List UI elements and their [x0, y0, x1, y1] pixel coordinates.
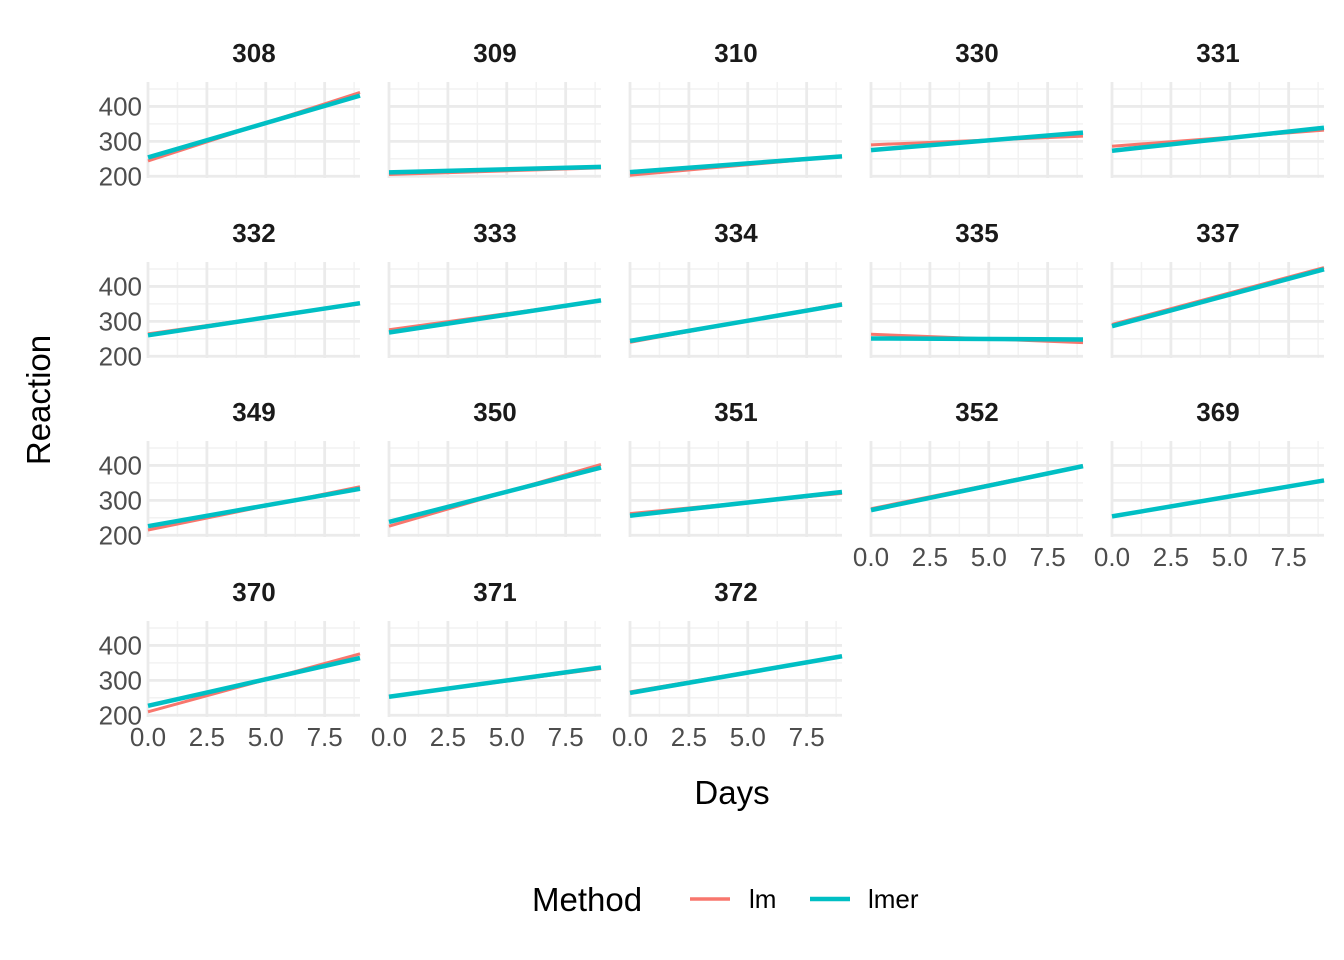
- x-tick-label: 0.0: [130, 722, 166, 752]
- y-tick-label: 400: [99, 630, 142, 660]
- x-tick-label: 0.0: [612, 722, 648, 752]
- facet-370: 370 200 300 400 0.0 2.5 5.0 7.5: [99, 577, 361, 752]
- facet-strip-label: 308: [232, 38, 275, 68]
- y-tick-label: 400: [99, 450, 142, 480]
- x-tick-label: 7.5: [1271, 542, 1307, 572]
- facet-strip-label: 371: [473, 577, 516, 607]
- y-tick-label: 200: [99, 161, 142, 191]
- x-axis-title: Days: [694, 774, 769, 811]
- series-line-lmer: [629, 302, 843, 344]
- y-tick-label: 300: [99, 126, 142, 156]
- legend: Method lm lmer: [532, 881, 919, 918]
- facet-333: 333: [387, 218, 602, 358]
- facet-strip-label: 309: [473, 38, 516, 68]
- series-line-lmer: [870, 336, 1084, 342]
- series-line-lmer: [629, 154, 843, 175]
- series-line-lmer: [1111, 478, 1325, 519]
- facet-349: 349 200 300 400: [99, 397, 361, 550]
- y-tick-label: 300: [99, 485, 142, 515]
- facet-strip-label: 351: [714, 397, 757, 427]
- facet-strip-label: 372: [714, 577, 757, 607]
- facet-352: 352 0.0 2.5 5.0 7.5: [853, 397, 1084, 572]
- facet-331: 331: [1110, 38, 1325, 178]
- facet-369: 369 0.0 2.5 5.0 7.5: [1094, 397, 1325, 572]
- y-tick-label: 200: [99, 700, 142, 730]
- facet-strip-label: 333: [473, 218, 516, 248]
- series-line-lmer: [147, 300, 361, 338]
- x-tick-label: 5.0: [489, 722, 525, 752]
- series-line-lmer: [147, 655, 361, 709]
- x-tick-label: 7.5: [1030, 542, 1066, 572]
- y-tick-label: 400: [99, 91, 142, 121]
- x-tick-label: 2.5: [189, 722, 225, 752]
- facet-310: 310: [628, 38, 843, 178]
- facet-350: 350: [387, 397, 602, 537]
- facet-351: 351: [628, 397, 843, 537]
- x-tick-label: 7.5: [548, 722, 584, 752]
- series-line-lmer: [870, 463, 1084, 513]
- series-line-lmer: [629, 654, 843, 696]
- series-line-lmer: [388, 465, 602, 525]
- facet-strip-label: 352: [955, 397, 998, 427]
- facet-panels: 308 200 300 400 309 310 330 331 332 200 300 400 333 3…: [99, 38, 1325, 752]
- series-line-lmer: [1111, 125, 1325, 154]
- series-line-lmer: [388, 665, 602, 699]
- legend-label-lmer: lmer: [868, 884, 919, 914]
- series-line-lmer: [1111, 267, 1325, 329]
- series-line-lmer: [870, 130, 1084, 153]
- facet-strip-label: 330: [955, 38, 998, 68]
- facet-strip-label: 332: [232, 218, 275, 248]
- legend-title: Method: [532, 881, 642, 918]
- facet-337: 337: [1110, 218, 1325, 358]
- series-line-lmer: [629, 489, 843, 518]
- facet-330: 330: [869, 38, 1084, 178]
- facet-strip-label: 310: [714, 38, 757, 68]
- x-tick-label: 5.0: [1212, 542, 1248, 572]
- facet-strip-label: 350: [473, 397, 516, 427]
- facet-strip-label: 334: [714, 218, 758, 248]
- facet-strip-label: 370: [232, 577, 275, 607]
- facet-308: 308 200 300 400: [99, 38, 361, 191]
- facet-371: 371 0.0 2.5 5.0 7.5: [371, 577, 602, 752]
- x-tick-label: 0.0: [371, 722, 407, 752]
- x-tick-label: 7.5: [789, 722, 825, 752]
- x-tick-label: 5.0: [971, 542, 1007, 572]
- series-line-lmer: [147, 93, 361, 160]
- y-tick-label: 300: [99, 665, 142, 695]
- facet-372: 372 0.0 2.5 5.0 7.5: [612, 577, 843, 752]
- x-tick-label: 2.5: [912, 542, 948, 572]
- x-tick-label: 2.5: [671, 722, 707, 752]
- y-tick-label: 300: [99, 306, 142, 336]
- x-tick-label: 0.0: [1094, 542, 1130, 572]
- y-tick-label: 200: [99, 341, 142, 371]
- series-line-lmer: [388, 164, 602, 175]
- facet-335: 335: [869, 218, 1084, 358]
- y-tick-label: 200: [99, 520, 142, 550]
- x-tick-label: 7.5: [307, 722, 343, 752]
- facet-strip-label: 331: [1196, 38, 1239, 68]
- series-line-lmer: [388, 298, 602, 335]
- facet-strip-label: 349: [232, 397, 275, 427]
- x-tick-label: 0.0: [853, 542, 889, 572]
- facet-309: 309: [387, 38, 602, 178]
- series-line-lmer: [147, 486, 361, 529]
- y-tick-label: 400: [99, 271, 142, 301]
- y-axis-title: Reaction: [20, 335, 57, 465]
- facet-332: 332 200 300 400: [99, 218, 361, 371]
- x-tick-label: 5.0: [248, 722, 284, 752]
- x-tick-label: 5.0: [730, 722, 766, 752]
- x-tick-label: 2.5: [1153, 542, 1189, 572]
- facet-strip-label: 337: [1196, 218, 1239, 248]
- x-tick-label: 2.5: [430, 722, 466, 752]
- facet-strip-label: 369: [1196, 397, 1239, 427]
- legend-label-lm: lm: [749, 884, 776, 914]
- facet-strip-label: 335: [955, 218, 998, 248]
- facet-334: 334: [628, 218, 843, 358]
